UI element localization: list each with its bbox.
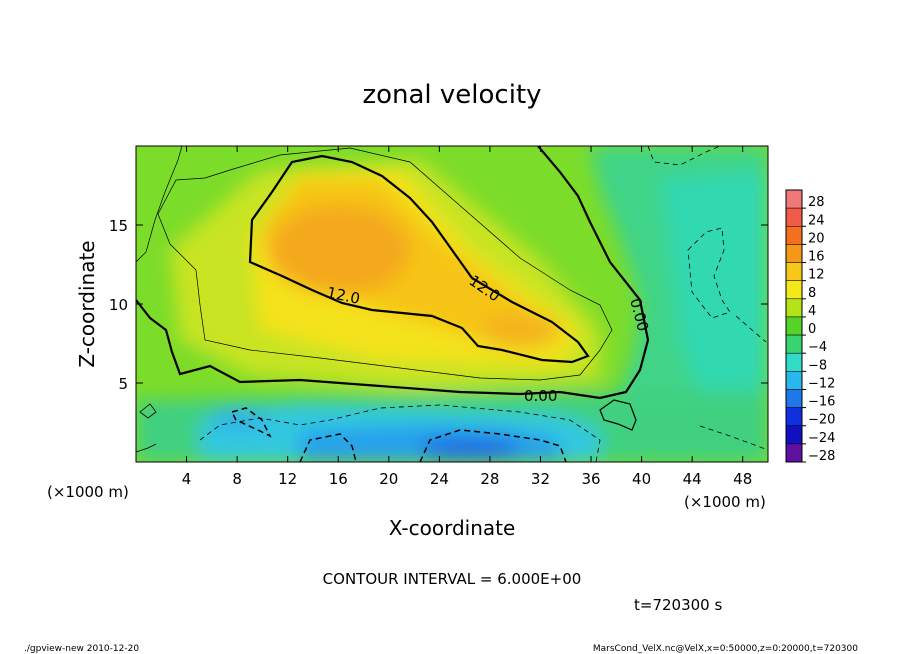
colorbar-swatch xyxy=(785,407,803,426)
footer-left: ./gpview-new 2010-12-20 xyxy=(24,644,139,654)
colorbar-label: −12 xyxy=(808,376,835,391)
contour-minus12-c xyxy=(230,407,272,438)
colorbar-label: 16 xyxy=(808,250,825,265)
contour-minus6-edge xyxy=(735,315,767,343)
contour-minus12-a xyxy=(299,433,357,462)
x-axis: 4 8 12 16 20 24 28 32 36 40 44 48 xyxy=(182,146,752,488)
contour-0-small xyxy=(599,399,637,431)
contour-0 xyxy=(136,146,650,400)
colorbar-swatch xyxy=(785,443,803,463)
contour-minus6-right xyxy=(687,227,731,319)
y-tick-label: 10 xyxy=(109,296,128,314)
x-tick-label: 28 xyxy=(480,470,499,488)
x-tick-label: 16 xyxy=(329,470,348,488)
colorbar-label: −4 xyxy=(808,340,827,355)
colorbar-label: 0 xyxy=(808,322,816,337)
shaded-field xyxy=(136,146,768,462)
colorbar-label: −28 xyxy=(808,449,835,464)
colorbar-label: 24 xyxy=(808,213,825,228)
chart-title: zonal velocity xyxy=(362,80,541,110)
contour-6-left xyxy=(136,146,183,263)
colorbar-label: 20 xyxy=(808,231,825,246)
x-tick-label: 12 xyxy=(278,470,297,488)
x-axis-label: X-coordinate xyxy=(389,516,516,540)
colorbar-label: −16 xyxy=(808,395,835,410)
colorbar-label: −24 xyxy=(808,431,835,446)
colorbar-swatch xyxy=(785,316,803,336)
x-tick-label: 44 xyxy=(683,470,702,488)
contour-minus6-top xyxy=(647,146,721,166)
contour-12 xyxy=(248,154,590,364)
colorbar-label: 28 xyxy=(808,195,825,210)
x-tick-label: 40 xyxy=(632,470,651,488)
contour-minus12-b xyxy=(419,429,567,462)
colorbar-frame xyxy=(785,189,803,463)
colorbar-swatch xyxy=(785,226,803,245)
colorbar-swatch xyxy=(785,425,803,445)
plot-area: 12.0 12.0 0.00 0.00 xyxy=(136,146,768,462)
x-tick-label: 32 xyxy=(531,470,550,488)
contour-minus6-bottom xyxy=(199,404,601,462)
x-unit-label: (×1000 m) xyxy=(47,483,129,501)
y-tick-label: 5 xyxy=(118,375,128,393)
x-tick-label: 48 xyxy=(733,470,752,488)
x-tick-label: 24 xyxy=(430,470,449,488)
y-axis: 5 10 15 xyxy=(109,217,768,393)
colorbar-swatch xyxy=(785,189,803,209)
colorbar-label: 12 xyxy=(808,268,825,283)
contour-6-lowleft xyxy=(136,443,157,453)
x-tick-label: 8 xyxy=(232,470,242,488)
y-axis-label: Z-coordinate xyxy=(75,240,99,367)
colorbar-label: 4 xyxy=(808,304,816,319)
contour-minus6-lowright xyxy=(699,425,768,451)
colorbar-swatch xyxy=(785,262,803,281)
colorbar-swatch xyxy=(785,207,803,227)
colorbar-swatch xyxy=(785,298,803,318)
colorbar-swatch xyxy=(785,389,803,408)
colorbar-swatch xyxy=(785,352,803,372)
x-tick-label: 36 xyxy=(581,470,600,488)
colorbar-swatch xyxy=(785,280,803,300)
contour-interval-text: CONTOUR INTERVAL = 6.000E+00 xyxy=(323,570,582,588)
x-tick-label: 20 xyxy=(379,470,398,488)
time-label: t=720300 s xyxy=(634,596,722,614)
colorbar-swatch xyxy=(785,334,803,354)
colorbar-label: 8 xyxy=(808,286,816,301)
colorbar-swatch xyxy=(785,244,803,263)
y-tick-label: 15 xyxy=(109,217,128,235)
colorbar-label: −20 xyxy=(808,413,835,428)
footer-right: MarsCond_VelX.nc@VelX,x=0:50000,z=0:2000… xyxy=(593,644,858,654)
colorbar-label: −8 xyxy=(808,358,827,373)
y-unit-label: (×1000 m) xyxy=(684,493,766,511)
colorbar-swatch xyxy=(785,371,803,390)
colorbar: 28 24 20 16 12 8 4 0 −4 −8 −12 −16 −20 −24 −28 xyxy=(785,189,835,464)
contour-label: 0.00 xyxy=(524,387,557,405)
contour-6-blob xyxy=(139,403,157,419)
x-tick-label: 4 xyxy=(182,470,192,488)
